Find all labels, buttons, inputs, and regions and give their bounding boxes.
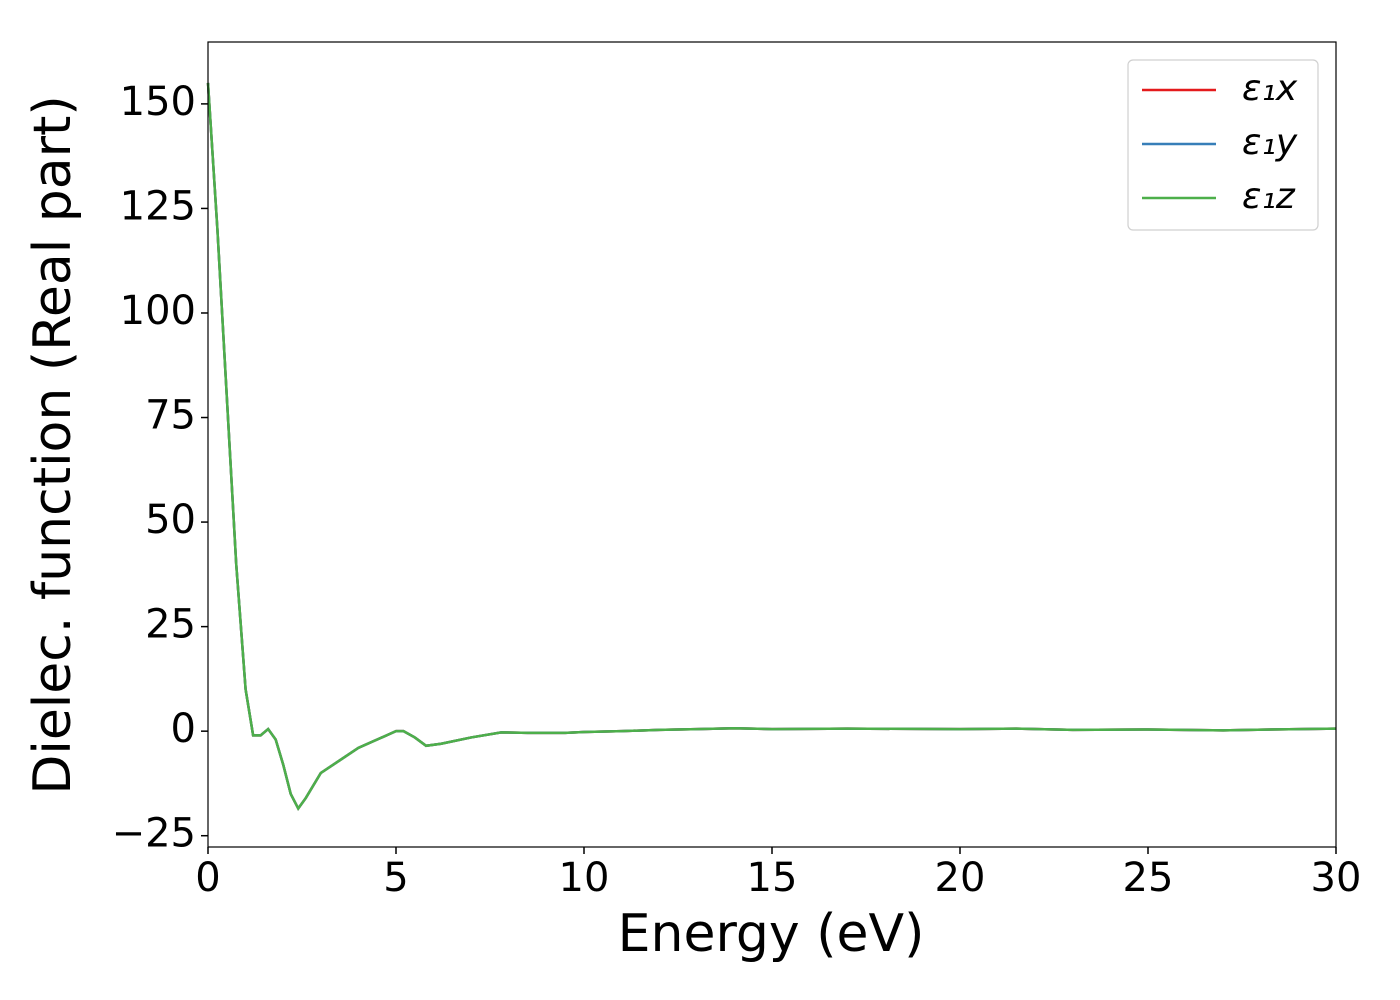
y-tick-label: 75 [145,393,196,439]
legend-box [1127,59,1319,231]
y-tick-label: −25 [112,811,196,857]
y-tick-label: 0 [171,706,196,752]
x-tick-label: 30 [1311,855,1362,901]
legend-label: ε₁x [1242,68,1298,109]
x-tick-label: 20 [935,855,986,901]
x-tick-label: 10 [559,855,610,901]
y-tick-label: 125 [120,183,196,229]
x-tick-label: 15 [747,855,798,901]
x-tick-label: 0 [195,855,220,901]
y-tick-label: 50 [145,497,196,543]
y-tick-label: 25 [145,602,196,648]
plot-frame [207,41,1337,848]
legend-label: ε₁y [1242,122,1298,163]
legend-label: ε₁z [1242,176,1296,217]
data-line [206,82,1337,811]
x-axis-label: Energy (eV) [618,904,925,964]
x-tick-label: 25 [1123,855,1174,901]
y-tick-label: 150 [120,79,196,125]
y-tick-label: 100 [120,288,196,334]
x-tick-label: 5 [383,855,408,901]
y-axis-label: Dielec. function (Real part) [23,95,83,794]
